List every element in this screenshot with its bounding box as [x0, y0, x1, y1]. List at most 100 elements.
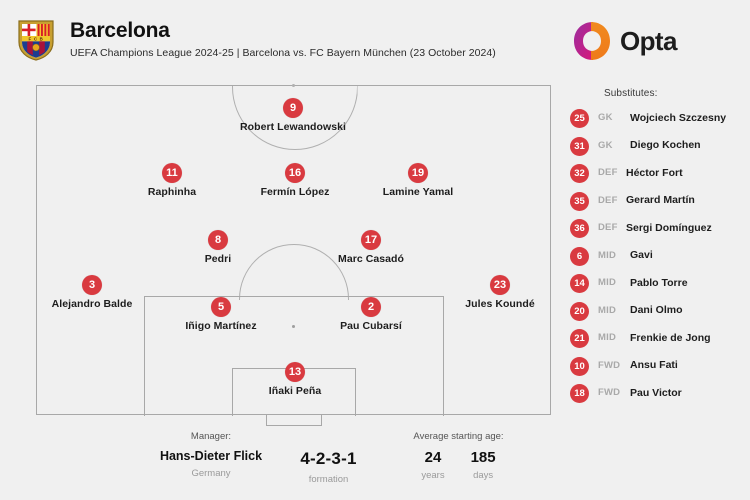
player-number-badge: 23: [490, 275, 510, 295]
substitute-number-badge: 21: [570, 329, 589, 348]
substitute-name: Ansu Fati: [630, 359, 678, 371]
substitute-row[interactable]: 14 MID Pablo Torre: [568, 274, 750, 302]
substitute-position: MID: [598, 304, 617, 316]
manager-name: Hans-Dieter Flick: [159, 449, 263, 464]
substitute-row[interactable]: 21 MID Frenkie de Jong: [568, 329, 750, 357]
substitute-position: DEF: [598, 222, 618, 233]
player-name: Alejandro Balde: [51, 298, 133, 310]
substitute-row[interactable]: 10 FWD Ansu Fati: [568, 356, 750, 385]
substitute-row[interactable]: 35 DEF Gerard Martín: [568, 191, 750, 220]
penalty-area: [143, 295, 444, 416]
player-name: Lamine Yamal: [382, 186, 454, 198]
substitute-row[interactable]: 36 DEF Sergi Domínguez: [568, 219, 750, 247]
substitute-number-badge: 14: [570, 274, 589, 293]
age-years-unit: years: [421, 470, 445, 482]
formation-value: 4-2-3-1: [300, 449, 357, 469]
substitute-number-badge: 35: [570, 191, 589, 211]
substitute-name: Wojciech Szczesny: [630, 111, 727, 124]
substitute-row[interactable]: 25 GK Wojciech Szczesny: [568, 109, 750, 137]
substitute-name: Héctor Fort: [626, 166, 683, 179]
pitch-player[interactable]: 16 Fermín López: [230, 163, 360, 198]
player-number-badge: 13: [285, 362, 305, 382]
pitch-player[interactable]: 19 Lamine Yamal: [353, 163, 483, 198]
substitute-name: Pablo Torre: [630, 276, 688, 289]
substitutes-panel: Substitutes: 25 GK Wojciech Szczesny 31 GK Di…: [568, 88, 750, 412]
age-days-value: 185: [470, 449, 496, 467]
substitute-number-badge: 36: [570, 219, 589, 238]
pitch-player[interactable]: 5 Iñigo Martínez: [156, 297, 286, 332]
pitch-player[interactable]: 23 Jules Koundé: [435, 275, 565, 310]
substitutes-title: Substitutes:: [604, 88, 658, 99]
player-name: Pau Cubarsí: [340, 320, 402, 332]
player-name: Iñaki Peña: [268, 385, 322, 397]
player-name: Fermín López: [260, 186, 330, 198]
opta-wordmark: Opta: [620, 26, 677, 56]
player-number-badge: 3: [82, 275, 102, 295]
player-name: Jules Koundé: [465, 298, 535, 310]
substitute-name: Gavi: [630, 249, 653, 261]
age-days-unit: days: [473, 470, 494, 482]
opta-logo-icon: [572, 20, 612, 62]
substitute-row[interactable]: 18 FWD Pau Victor: [568, 384, 750, 412]
player-number-badge: 9: [283, 98, 303, 118]
substitute-name: Gerard Martín: [626, 194, 695, 206]
substitute-name: Diego Kochen: [630, 139, 701, 151]
pitch-player[interactable]: 8 Pedri: [153, 230, 283, 265]
substitute-name: Sergi Domínguez: [626, 221, 712, 234]
substitute-name: Frenkie de Jong: [630, 331, 711, 344]
header: F C B Barcelona UEFA Champions League 20…: [0, 0, 750, 72]
substitute-position: MID: [598, 332, 617, 343]
player-number-badge: 16: [285, 163, 305, 183]
player-number-badge: 19: [408, 163, 428, 183]
substitute-number-badge: 32: [570, 164, 589, 183]
substitute-row[interactable]: 32 DEF Héctor Fort: [568, 164, 750, 192]
pitch-player[interactable]: 11 Raphinha: [107, 163, 237, 198]
pitch-player[interactable]: 17 Marc Casadó: [306, 230, 436, 265]
footer: Manager: Hans-Dieter Flick Germany 4-2-3…: [36, 425, 551, 495]
substitute-position: GK: [598, 112, 613, 123]
svg-text:F C B: F C B: [29, 36, 44, 41]
fc-barcelona-crest-icon: F C B: [16, 18, 56, 62]
substitute-number-badge: 20: [570, 301, 589, 321]
substitute-number-badge: 18: [570, 384, 589, 403]
goal-net: [265, 414, 322, 426]
player-number-badge: 17: [361, 230, 381, 250]
substitute-row[interactable]: 6 MID Gavi: [568, 246, 750, 275]
player-number-badge: 11: [162, 163, 182, 183]
average-age-block: Average starting age: 24 years 185 days: [366, 431, 551, 482]
pitch-player[interactable]: 2 Pau Cubarsí: [306, 297, 436, 332]
substitute-position: MID: [598, 249, 617, 261]
substitute-row[interactable]: 31 GK Diego Kochen: [568, 136, 750, 165]
substitute-row[interactable]: 20 MID Dani Olmo: [568, 301, 750, 330]
substitute-position: FWD: [598, 387, 621, 398]
player-number-badge: 5: [211, 297, 231, 317]
substitute-position: FWD: [598, 359, 621, 371]
page-title: Barcelona: [70, 19, 170, 42]
manager-label: Manager:: [190, 431, 232, 442]
substitute-position: DEF: [598, 167, 618, 178]
substitute-position: GK: [598, 139, 613, 151]
substitute-number-badge: 31: [570, 136, 589, 156]
manager-block: Manager: Hans-Dieter Flick Germany: [126, 431, 296, 480]
opta-brand: Opta: [572, 20, 742, 66]
substitute-number-badge: 10: [570, 356, 589, 376]
player-number-badge: 2: [361, 297, 381, 317]
match-subtitle: UEFA Champions League 2024-25 | Barcelon…: [70, 47, 496, 59]
substitute-name: Dani Olmo: [630, 304, 683, 316]
pitch: [36, 84, 551, 426]
manager-country: Germany: [191, 468, 231, 480]
pitch-player[interactable]: 3 Alejandro Balde: [27, 275, 157, 310]
substitute-number-badge: 25: [570, 109, 589, 128]
substitute-position: DEF: [598, 194, 618, 206]
substitute-name: Pau Victor: [630, 386, 682, 399]
age-years-value: 24: [424, 449, 442, 467]
penalty-spot: [292, 325, 295, 328]
player-name: Robert Lewandowski: [240, 121, 346, 133]
age-days-group: 185 days: [471, 449, 496, 481]
pitch-player[interactable]: 9 Robert Lewandowski: [228, 98, 358, 133]
formation-label: formation: [308, 473, 349, 485]
substitutes-list: 25 GK Wojciech Szczesny 31 GK Diego Kochen 32 D…: [568, 109, 750, 412]
player-name: Pedri: [204, 253, 232, 265]
pitch-player[interactable]: 13 Iñaki Peña: [230, 362, 360, 397]
